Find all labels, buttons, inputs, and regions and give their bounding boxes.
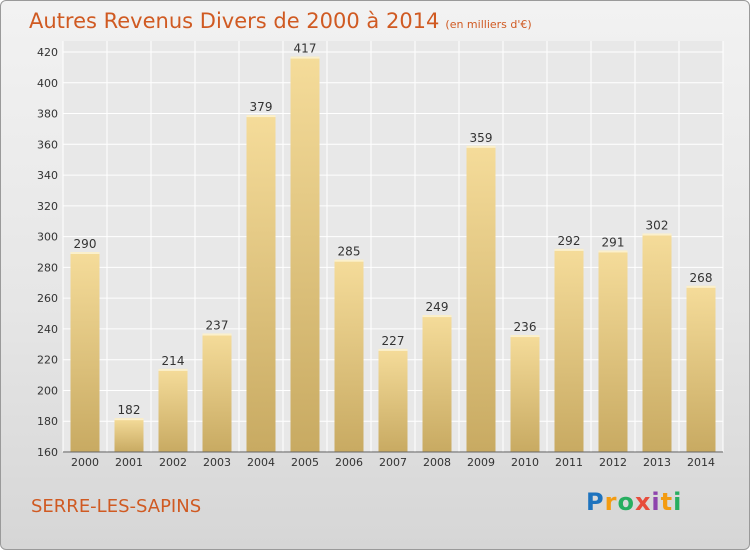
bar-value-label: 379: [250, 100, 273, 114]
y-tick-label: 220: [37, 354, 58, 367]
bar-2004: [246, 115, 276, 453]
bar-value-label: 302: [646, 219, 669, 233]
y-tick-label: 320: [37, 200, 58, 213]
bar-2001: [114, 418, 144, 452]
y-tick-label: 380: [37, 108, 58, 121]
bar-2012: [598, 250, 628, 452]
y-tick-label: 240: [37, 323, 58, 336]
bar-2007: [378, 348, 408, 452]
y-tick-label: 180: [37, 415, 58, 428]
chart-unit: (en milliers d'€): [445, 18, 532, 31]
bar-value-label: 285: [338, 245, 361, 259]
bars: 290 182 214 237 379 417 285 227 249 359 236 292 291 3…: [70, 42, 716, 453]
bar-2014: [686, 285, 716, 452]
x-tick-label: 2002: [159, 456, 187, 469]
y-tick-label: 400: [37, 77, 58, 90]
bar-2009: [466, 145, 496, 452]
logo-letter: i: [673, 488, 683, 516]
bar-value-label: 249: [426, 300, 449, 314]
bar-value-label: 214: [162, 354, 185, 368]
bar-top-highlight: [598, 250, 628, 253]
y-tick-label: 200: [37, 384, 58, 397]
bar-value-label: 359: [470, 131, 493, 145]
x-tick-label: 2013: [643, 456, 671, 469]
x-tick-label: 2014: [687, 456, 715, 469]
city-name: SERRE-LES-SAPINS: [31, 496, 202, 517]
y-tick-label: 360: [37, 138, 58, 151]
bar-value-label: 182: [118, 403, 141, 417]
y-axis-labels: 160 180 200 220 240 260 280 300 320 340 360 380 400 4…: [37, 46, 58, 459]
bar-top-highlight: [686, 285, 716, 288]
bar-top-highlight: [642, 233, 672, 236]
logo-letter: t: [660, 488, 674, 516]
chart-title: Autres Revenus Divers de 2000 à 2014 (en …: [29, 9, 532, 33]
logo-letter: o: [617, 488, 635, 516]
x-tick-label: 2009: [467, 456, 495, 469]
bar-value-label: 290: [74, 237, 97, 251]
bar-top-highlight: [70, 252, 100, 254]
bar-value-label: 291: [602, 235, 625, 249]
x-tick-label: 2012: [599, 456, 627, 469]
bar-top-highlight: [466, 145, 496, 148]
bar-value-label: 268: [690, 271, 713, 285]
bar-value-label: 236: [514, 320, 537, 334]
bar-value-label: 227: [382, 334, 405, 348]
bar-top-highlight: [422, 315, 452, 318]
logo-letter: r: [604, 488, 618, 516]
bar-top-highlight: [246, 115, 276, 118]
bar-value-label: 237: [206, 319, 229, 333]
x-tick-label: 2007: [379, 456, 407, 469]
bar-top-highlight: [554, 248, 584, 251]
bar-2010: [510, 335, 540, 452]
x-tick-label: 2005: [291, 456, 319, 469]
logo-letter: P: [586, 488, 605, 516]
bar-2003: [202, 333, 232, 452]
x-tick-label: 2004: [247, 456, 275, 469]
y-tick-label: 300: [37, 231, 58, 244]
bar-2006: [334, 259, 364, 452]
logo-letter: i: [651, 488, 661, 516]
x-axis-labels: 2000 2001 2002 2003 2004 2005 2006 2007 2008 2009…: [71, 456, 715, 469]
bar-2011: [554, 248, 584, 452]
proxiti-logo: Proxiti: [586, 488, 682, 516]
y-tick-label: 260: [37, 292, 58, 305]
y-tick-label: 280: [37, 261, 58, 274]
y-tick-label: 340: [37, 169, 58, 182]
x-tick-label: 2001: [115, 456, 143, 469]
bar-top-highlight: [202, 333, 232, 336]
x-tick-label: 2011: [555, 456, 583, 469]
chart-title-text: Autres Revenus Divers de 2000 à 2014: [29, 9, 440, 33]
bar-2008: [422, 315, 452, 452]
bar-2005: [290, 56, 320, 452]
bar-value-label: 292: [558, 234, 581, 248]
logo-letter: x: [634, 488, 652, 516]
bar-top-highlight: [378, 348, 408, 351]
bar-value-label: 417: [294, 42, 317, 56]
bar-2013: [642, 233, 672, 452]
y-tick-label: 160: [37, 446, 58, 459]
x-tick-label: 2010: [511, 456, 539, 469]
bar-top-highlight: [290, 56, 320, 59]
x-tick-label: 2008: [423, 456, 451, 469]
x-tick-label: 2003: [203, 456, 231, 469]
bar-top-highlight: [158, 368, 188, 371]
y-tick-label: 420: [37, 46, 58, 59]
x-tick-label: 2000: [71, 456, 99, 469]
bar-top-highlight: [510, 335, 540, 338]
bar-2000: [70, 252, 100, 452]
x-tick-label: 2006: [335, 456, 363, 469]
bar-2002: [158, 368, 188, 452]
bar-top-highlight: [334, 259, 364, 262]
bar-top-highlight: [114, 418, 144, 421]
